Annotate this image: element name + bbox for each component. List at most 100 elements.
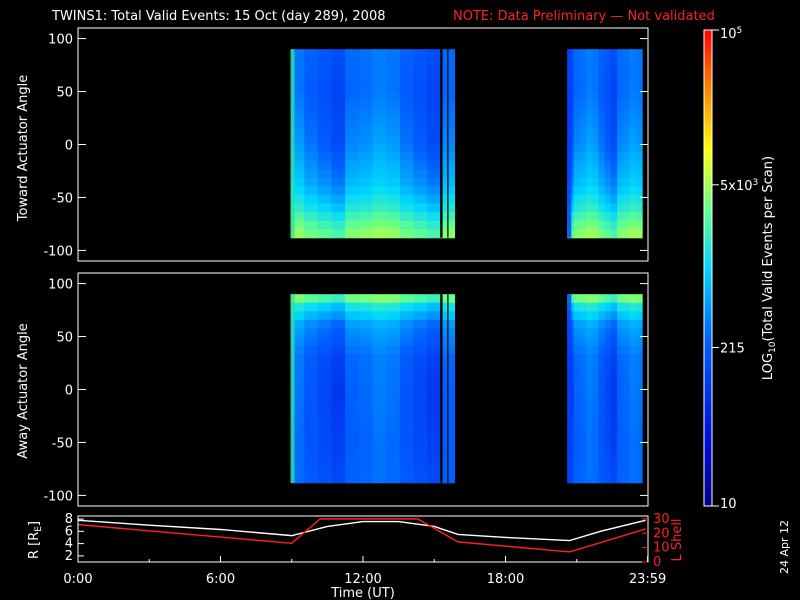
toward-cell [358,220,374,230]
away-cell [617,294,624,304]
away-cell [610,405,618,415]
toward-cell [579,160,587,170]
away-cell [585,439,593,450]
away-cell [635,337,643,347]
toward-cell [427,211,442,222]
toward-cell [345,126,360,136]
toward-cell [317,160,333,170]
toward-cell [399,100,415,110]
toward-cell [304,66,319,76]
away-cell [290,354,305,364]
toward-cell [290,100,305,110]
away-angle-panel: 100 50 0 -50 -100 Away Actuator Angle [16,272,649,507]
away-cell [331,319,346,330]
away-cell [399,474,415,484]
away-cell [573,397,581,407]
away-cell [598,388,606,398]
away-cell [358,388,374,398]
toward-cell [386,74,401,85]
toward-cell [372,194,387,205]
toward-cell [345,100,360,110]
away-cell [386,328,401,338]
toward-cell [579,169,587,179]
toward-cell [345,211,360,222]
away-cell [358,474,374,484]
toward-cell [585,186,593,196]
away-cell [592,422,600,432]
away-cell [317,379,333,390]
away-cell [585,414,593,424]
toward-cell [598,203,606,213]
toward-cell [592,134,600,145]
toward-cell [358,100,374,110]
toward-cell [604,177,612,187]
toward-cell [617,229,624,239]
toward-cell [573,49,581,59]
lshell-tick-label: 10 [653,541,670,556]
toward-cell [598,186,606,196]
toward-cell [386,211,401,222]
toward-cell [617,49,624,59]
away-cell [386,354,401,364]
away-cell [290,294,305,304]
away-cell [629,422,637,432]
away-cell [610,337,618,347]
away-cell [413,465,428,475]
toward-cell [427,74,442,85]
away-cell [386,465,401,475]
away-cell [604,294,612,304]
away-cell [427,448,442,458]
toward-cell [573,126,581,136]
away-cell [399,439,415,450]
toward-cell [358,57,374,67]
toward-cell [610,92,618,102]
toward-cell [629,126,637,136]
toward-cell [629,160,637,170]
colorbar-tick-label: 215 [720,341,745,356]
away-cell [290,302,305,312]
away-cell [372,414,387,424]
toward-cell [399,66,415,76]
preliminary-note: NOTE: Data Preliminary — Not validated [453,9,715,24]
toward-cell [610,160,618,170]
toward-data-gap [447,49,449,238]
away-cell [399,422,415,432]
away-cell [598,465,606,475]
toward-cell [592,143,600,153]
away-cell [598,319,606,330]
away-cell [372,337,387,347]
toward-cell [331,92,346,102]
toward-cell [304,117,319,127]
away-cell [386,439,401,450]
toward-cell [372,211,387,222]
toward-cell [413,203,428,213]
away-cell [617,328,624,338]
toward-cell [610,109,618,119]
away-cell [386,302,401,312]
colorbar-tick-label: 5x103 [720,178,758,194]
away-cell [585,379,593,390]
away-cell [579,388,587,398]
toward-cell [317,134,333,145]
toward-cell [317,66,333,76]
toward-cell [317,92,333,102]
chart-title: TWINS1: Total Valid Events: 15 Oct (day … [51,9,386,24]
away-cell [585,311,593,321]
away-cell [317,302,333,312]
away-cell [573,474,581,484]
away-cell [623,345,631,355]
toward-cell [623,186,631,196]
away-cell [345,414,360,424]
toward-cell [623,220,631,230]
toward-cell [331,203,346,213]
toward-cell [399,57,415,67]
orbit-panel-frame [77,515,649,563]
away-cell [290,422,305,432]
away-cell [317,371,333,381]
toward-cell [331,186,346,196]
away-cell [290,371,305,381]
away-cell [345,371,360,381]
away-cell [399,388,415,398]
away-cell [427,319,442,330]
r-line [78,519,646,542]
